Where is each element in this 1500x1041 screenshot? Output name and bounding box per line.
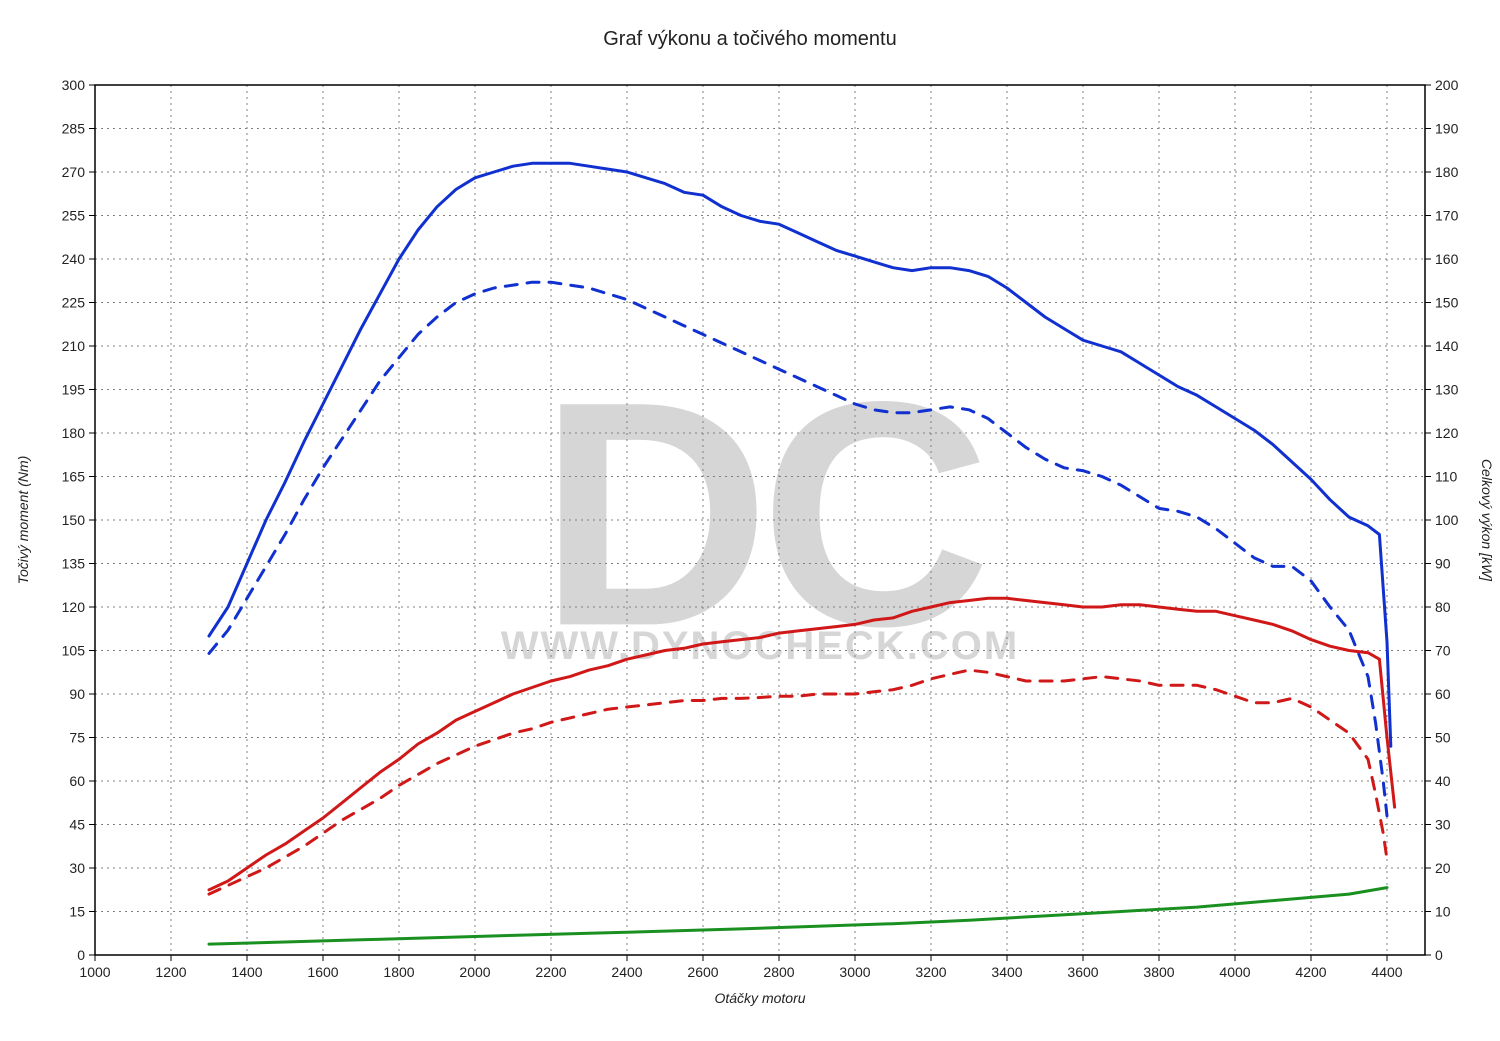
yleft-tick-label: 75 — [69, 730, 85, 746]
yright-tick-label: 30 — [1435, 817, 1451, 833]
xtick-label: 2400 — [611, 964, 642, 980]
yright-tick-label: 180 — [1435, 164, 1459, 180]
yleft-tick-label: 165 — [62, 469, 86, 485]
xtick-label: 2000 — [459, 964, 490, 980]
chart-title: Graf výkonu a točivého momentu — [603, 28, 896, 50]
yright-tick-label: 50 — [1435, 730, 1451, 746]
yleft-tick-label: 0 — [77, 947, 85, 963]
yright-tick-label: 150 — [1435, 295, 1459, 311]
yleft-tick-label: 195 — [62, 382, 86, 398]
dyno-chart: DCWWW.DYNOCHECK.COM100012001400160018002… — [0, 0, 1500, 1041]
yleft-tick-label: 60 — [69, 773, 85, 789]
yleft-tick-label: 135 — [62, 556, 86, 572]
yleft-tick-label: 120 — [62, 599, 86, 615]
yright-tick-label: 0 — [1435, 947, 1443, 963]
yright-tick-label: 40 — [1435, 773, 1451, 789]
yright-tick-label: 20 — [1435, 860, 1451, 876]
yleft-tick-label: 225 — [62, 295, 86, 311]
yleft-tick-label: 30 — [69, 860, 85, 876]
xtick-label: 2600 — [687, 964, 718, 980]
xtick-label: 3600 — [1067, 964, 1098, 980]
yleft-tick-label: 90 — [69, 686, 85, 702]
yleft-tick-label: 270 — [62, 164, 86, 180]
xtick-label: 3000 — [839, 964, 870, 980]
yleft-tick-label: 240 — [62, 251, 86, 267]
xtick-label: 4200 — [1295, 964, 1326, 980]
xtick-label: 1800 — [383, 964, 414, 980]
yleft-tick-label: 105 — [62, 643, 86, 659]
yright-tick-label: 60 — [1435, 686, 1451, 702]
yright-tick-label: 100 — [1435, 512, 1459, 528]
xtick-label: 3400 — [991, 964, 1022, 980]
xtick-label: 1200 — [155, 964, 186, 980]
yleft-tick-label: 300 — [62, 77, 86, 93]
yleft-tick-label: 15 — [69, 904, 85, 920]
xtick-label: 3200 — [915, 964, 946, 980]
yleft-tick-label: 210 — [62, 338, 86, 354]
yright-tick-label: 80 — [1435, 599, 1451, 615]
chart-container: { "chart": { "type": "line", "title": "G… — [0, 0, 1500, 1041]
xtick-label: 1000 — [79, 964, 110, 980]
xtick-label: 1600 — [307, 964, 338, 980]
yleft-tick-label: 285 — [62, 121, 86, 137]
xtick-label: 1400 — [231, 964, 262, 980]
yleft-tick-label: 150 — [62, 512, 86, 528]
yright-tick-label: 190 — [1435, 121, 1459, 137]
yright-tick-label: 160 — [1435, 251, 1459, 267]
yleft-tick-label: 255 — [62, 208, 86, 224]
yright-tick-label: 120 — [1435, 425, 1459, 441]
yleft-tick-label: 45 — [69, 817, 85, 833]
x-axis-title: Otáčky motoru — [714, 990, 805, 1006]
xtick-label: 2800 — [763, 964, 794, 980]
yleft-tick-label: 180 — [62, 425, 86, 441]
yright-tick-label: 90 — [1435, 556, 1451, 572]
yright-tick-label: 200 — [1435, 77, 1459, 93]
yright-tick-label: 130 — [1435, 382, 1459, 398]
xtick-label: 3800 — [1143, 964, 1174, 980]
yright-tick-label: 170 — [1435, 208, 1459, 224]
y-left-axis-title: Točivý moment (Nm) — [15, 456, 31, 585]
yright-tick-label: 110 — [1435, 469, 1458, 485]
xtick-label: 4400 — [1371, 964, 1402, 980]
yright-tick-label: 10 — [1435, 904, 1451, 920]
xtick-label: 2200 — [535, 964, 566, 980]
yright-tick-label: 140 — [1435, 338, 1459, 354]
xtick-label: 4000 — [1219, 964, 1250, 980]
yright-tick-label: 70 — [1435, 643, 1451, 659]
y-right-axis-title: Celkový výkon [kW] — [1479, 459, 1495, 582]
svg-text:WWW.DYNOCHECK.COM: WWW.DYNOCHECK.COM — [501, 624, 1019, 668]
